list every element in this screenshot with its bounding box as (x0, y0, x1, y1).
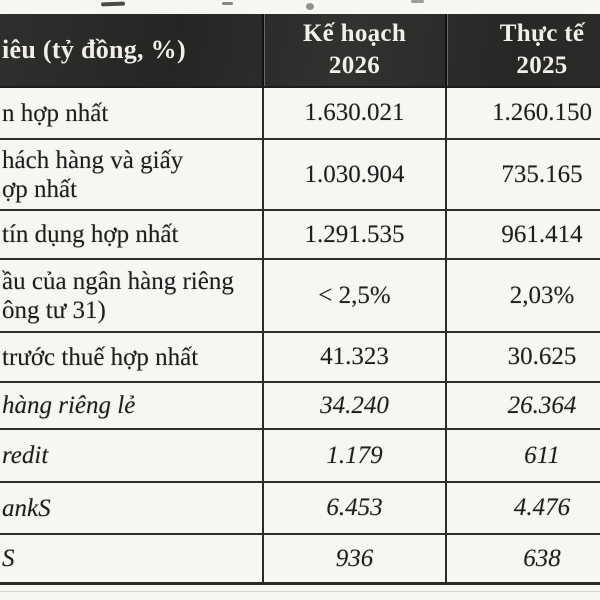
row-label: ông tư 31) (2, 296, 106, 324)
plan-value-cell: 34.240 (262, 383, 445, 428)
row-label: S (2, 545, 15, 572)
header-actual-2025-column: Thực tế 2025 (445, 14, 600, 86)
plan-value: 1.630.021 (304, 99, 405, 126)
actual-value-cell: 638 (445, 535, 600, 582)
scan-artifact (222, 2, 233, 5)
plan-value-cell: 1.291.535 (262, 211, 445, 258)
header-plan-label: Kế hoạch (302, 20, 407, 47)
scan-artifact (100, 1, 126, 7)
row-label-cell: trước thuế hợp nhất (0, 333, 262, 381)
scan-artifact (0, 591, 600, 592)
actual-value-cell: 2,03% (445, 260, 600, 331)
actual-value: 735.165 (501, 160, 583, 188)
table-header-row: iêu (tỷ đồng, %) Kế hoạch 2026 Thực tế 2… (0, 14, 600, 88)
plan-value: 34.240 (320, 391, 389, 419)
table-row: trước thuế hợp nhất 41.323 30.625 (0, 333, 600, 383)
plan-value: 936 (335, 544, 374, 572)
actual-value: 2,03% (509, 281, 575, 309)
row-label: tín dụng hợp nhất (2, 221, 179, 248)
row-label: trước thuế hợp nhất (2, 343, 199, 371)
table-row: tín dụng hợp nhất 1.291.535 961.414 (0, 211, 600, 260)
table-row: ầu của ngân hàng riêng ông tư 31) < 2,5%… (0, 260, 600, 333)
row-label-cell: hách hàng và giấy ợp nhất (0, 140, 262, 209)
actual-value: 638 (523, 544, 561, 572)
plan-value: 41.323 (320, 343, 389, 370)
header-indicator-label: iêu (tỷ đồng, %) (2, 35, 186, 64)
row-label-cell: redit (0, 430, 262, 481)
plan-value: < 2,5% (318, 281, 391, 309)
row-label-cell: ankS (0, 483, 262, 533)
actual-value: 961.414 (501, 220, 583, 248)
plan-value-cell: < 2,5% (262, 260, 445, 331)
plan-value: 1.179 (326, 441, 383, 469)
row-label: hàng riêng lẻ (2, 392, 136, 419)
actual-value: 4.476 (513, 494, 571, 521)
plan-value-cell: 41.323 (262, 333, 445, 381)
actual-value-cell: 1.260.150 (445, 88, 600, 138)
header-actual-year: 2025 (516, 52, 568, 79)
table-row: hách hàng và giấy ợp nhất 1.030.904 735.… (0, 140, 600, 211)
row-label-cell: ầu của ngân hàng riêng ông tư 31) (0, 260, 262, 331)
scan-artifact (306, 3, 314, 10)
header-plan-2026-column: Kế hoạch 2026 (262, 14, 445, 86)
header-plan-year: 2026 (328, 52, 381, 79)
row-label: ợp nhất (2, 175, 78, 203)
plan-value: 1.291.535 (304, 220, 405, 248)
table-row: hàng riêng lẻ 34.240 26.364 (0, 383, 600, 430)
actual-value-cell: 4.476 (445, 483, 600, 533)
table-row: redit 1.179 611 (0, 430, 600, 483)
plan-value-cell: 1.030.904 (262, 140, 445, 209)
plan-value: 6.453 (326, 494, 383, 521)
row-label-cell: hàng riêng lẻ (0, 383, 262, 428)
plan-value-cell: 6.453 (262, 483, 445, 533)
row-label: redit (2, 442, 49, 469)
row-label: ankS (2, 494, 51, 522)
actual-value-cell: 30.625 (445, 333, 600, 381)
table-row: ankS 6.453 4.476 (0, 483, 600, 535)
scan-artifact (411, 0, 424, 3)
financial-plan-table: iêu (tỷ đồng, %) Kế hoạch 2026 Thực tế 2… (0, 14, 600, 585)
actual-value-cell: 735.165 (445, 140, 600, 209)
actual-value: 611 (524, 441, 560, 469)
actual-value-cell: 961.414 (445, 211, 600, 258)
plan-value-cell: 1.179 (262, 430, 445, 481)
actual-value-cell: 611 (445, 430, 600, 481)
plan-value: 1.030.904 (304, 160, 405, 188)
row-label-cell: S (0, 535, 262, 582)
actual-value: 30.625 (507, 343, 577, 370)
row-label: n hợp nhất (2, 99, 109, 127)
plan-value-cell: 936 (262, 535, 445, 582)
table-row: n hợp nhất 1.630.021 1.260.150 (0, 88, 600, 140)
actual-value: 1.260.150 (492, 99, 592, 126)
row-label: ầu của ngân hàng riêng (2, 267, 234, 295)
header-actual-label: Thực tế (499, 20, 585, 47)
table-row: S 936 638 (0, 535, 600, 585)
actual-value: 26.364 (507, 391, 577, 419)
row-label-cell: n hợp nhất (0, 88, 262, 138)
row-label: hách hàng và giấy (2, 146, 184, 174)
header-indicator-column: iêu (tỷ đồng, %) (0, 14, 262, 86)
plan-value-cell: 1.630.021 (262, 88, 445, 138)
actual-value-cell: 26.364 (445, 383, 600, 428)
row-label-cell: tín dụng hợp nhất (0, 211, 262, 258)
